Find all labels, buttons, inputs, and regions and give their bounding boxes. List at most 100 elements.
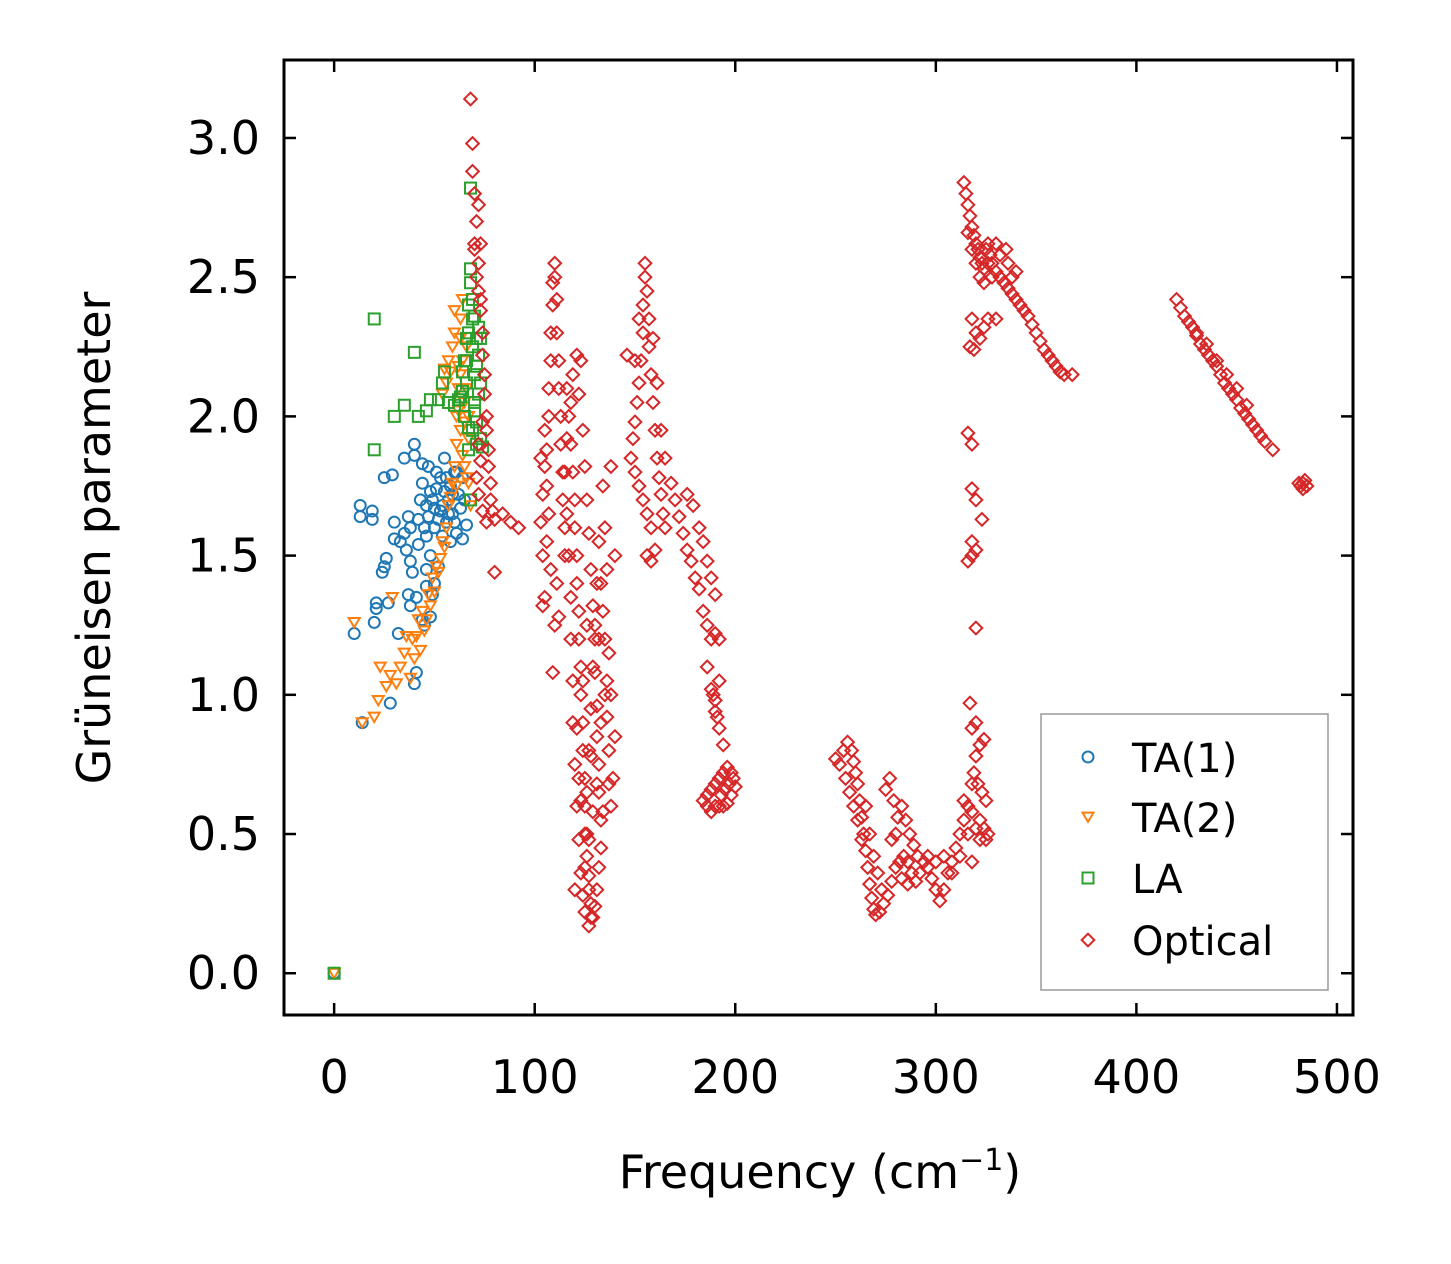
data-point	[447, 515, 461, 529]
data-point	[647, 422, 663, 439]
data-point	[545, 297, 561, 313]
data-point	[1168, 291, 1185, 308]
data-point	[635, 492, 651, 508]
legend-item-ta-2-: TA(2)	[1080, 796, 1237, 842]
data-point	[585, 909, 601, 926]
data-point	[385, 591, 400, 605]
data-point	[607, 547, 623, 564]
data-point	[536, 422, 553, 439]
data-point	[1218, 366, 1235, 383]
data-point	[577, 770, 593, 787]
data-point	[456, 532, 470, 546]
data-point	[699, 659, 715, 675]
legend-label: TA(1)	[1131, 736, 1237, 782]
data-point	[486, 564, 503, 581]
data-point	[437, 365, 451, 379]
data-point	[980, 255, 996, 271]
data-point	[555, 492, 571, 508]
data-point	[837, 770, 854, 787]
data-point	[437, 451, 451, 465]
data-point	[563, 394, 579, 411]
data-point	[988, 236, 1004, 252]
data-point	[859, 859, 876, 876]
data-point	[543, 561, 559, 578]
data-point	[1216, 375, 1233, 391]
data-point	[595, 804, 611, 820]
data-point	[419, 563, 433, 577]
data-point	[980, 826, 996, 842]
data-point	[936, 848, 952, 865]
data-point	[457, 461, 472, 474]
data-point	[956, 174, 972, 191]
data-point	[964, 481, 980, 497]
data-point	[972, 812, 988, 828]
data-point	[387, 532, 401, 546]
data-point	[543, 352, 559, 369]
data-point	[603, 687, 619, 703]
data-point	[639, 283, 655, 299]
data-point	[988, 263, 1004, 280]
data-point	[573, 865, 589, 881]
data-point	[403, 554, 417, 568]
data-point	[583, 748, 599, 764]
data-point	[583, 700, 599, 717]
data-point	[964, 854, 980, 870]
data-point	[902, 826, 918, 842]
data-point	[1036, 341, 1052, 358]
data-point	[462, 421, 476, 435]
data-point	[433, 504, 447, 518]
data-point	[464, 262, 478, 276]
data-point	[1012, 297, 1028, 313]
data-point	[711, 631, 727, 647]
data-point	[470, 255, 487, 271]
data-point	[403, 672, 418, 686]
data-point	[462, 91, 479, 107]
data-point	[1000, 280, 1016, 297]
data-point	[593, 812, 609, 828]
data-point	[346, 617, 362, 630]
data-point	[1024, 316, 1040, 333]
data-point	[703, 804, 719, 820]
data-point	[435, 498, 449, 512]
data-point	[581, 525, 597, 542]
data-point	[474, 347, 491, 363]
data-point	[571, 603, 587, 620]
data-point	[478, 514, 495, 530]
data-point	[326, 967, 342, 981]
data-point	[895, 848, 912, 865]
data-point	[419, 579, 433, 593]
data-point	[595, 603, 611, 620]
data-point	[631, 311, 647, 327]
data-point	[409, 666, 423, 680]
data-point	[575, 673, 591, 689]
data-point	[577, 859, 593, 876]
data-point	[391, 627, 405, 641]
data-point	[468, 395, 482, 409]
data-point	[962, 208, 978, 224]
data-point	[857, 842, 874, 859]
data-point	[699, 617, 715, 633]
x-axis-label: Frequency (cm−1)	[619, 1143, 1022, 1199]
data-point	[974, 511, 990, 528]
data-point	[703, 570, 719, 586]
data-point	[433, 471, 447, 485]
data-point	[468, 269, 485, 285]
data-point	[591, 533, 607, 550]
data-point	[647, 542, 663, 558]
data-point	[603, 458, 619, 475]
data-point	[649, 375, 665, 391]
data-point	[653, 486, 669, 503]
data-point	[885, 792, 902, 809]
data-point	[1295, 481, 1311, 497]
data-point	[559, 506, 575, 522]
data-point	[551, 352, 567, 369]
data-point	[635, 297, 651, 313]
x-tick-label: 200	[691, 1050, 779, 1104]
data-point	[643, 553, 659, 569]
data-point	[960, 425, 976, 441]
data-point	[367, 312, 381, 326]
data-point	[861, 876, 878, 892]
data-point	[462, 443, 476, 457]
data-point	[354, 717, 370, 730]
data-point	[472, 236, 489, 252]
